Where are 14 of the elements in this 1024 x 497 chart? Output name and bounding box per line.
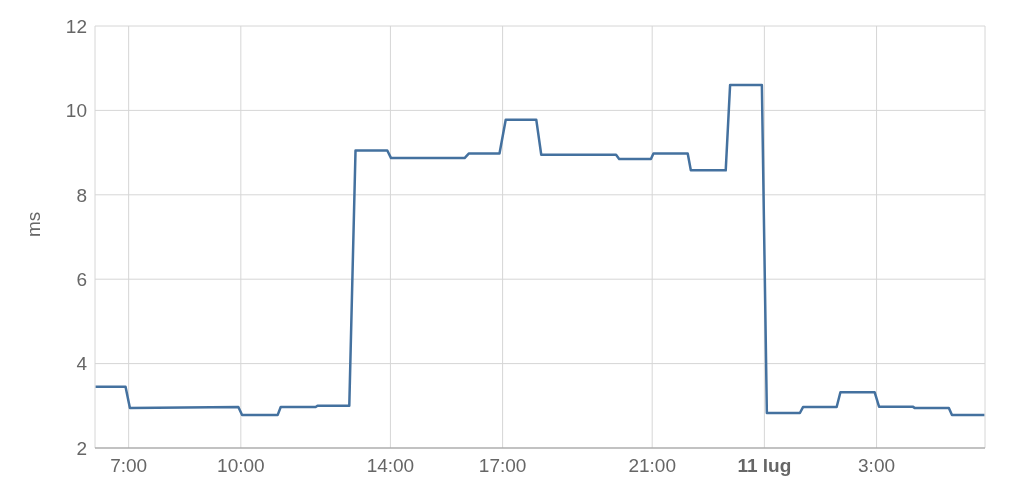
x-tick-label: 17:00: [478, 455, 527, 476]
x-tick-label: 21:00: [628, 455, 676, 476]
y-axis-title: ms: [22, 211, 44, 237]
x-tick-label: 7:00: [110, 455, 148, 476]
y-tick-label: 8: [76, 184, 87, 206]
x-tick-label: 3:00: [858, 455, 896, 476]
x-tick-label: 14:00: [366, 455, 415, 476]
x-tick-label: 11 lug: [737, 455, 792, 476]
x-tick-label: 10:00: [217, 455, 265, 476]
y-tick-label: 4: [76, 353, 88, 375]
y-tick-label: 2: [76, 437, 87, 459]
y-tick-label: 10: [65, 100, 87, 122]
y-tick-label: 6: [76, 268, 87, 290]
y-tick-label: 12: [65, 15, 87, 37]
